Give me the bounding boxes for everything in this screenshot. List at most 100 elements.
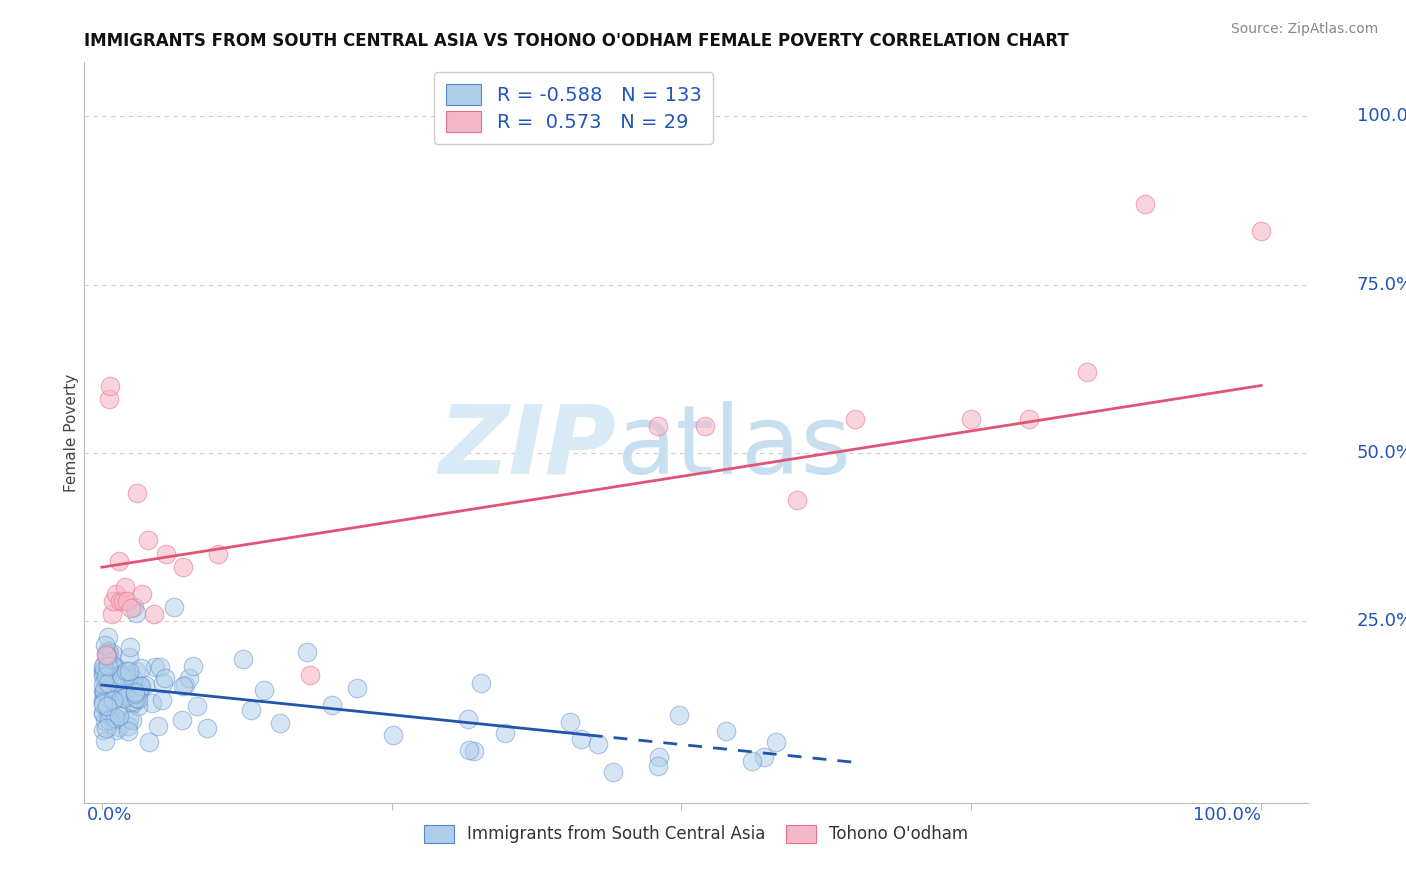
Point — [163, 600, 186, 615]
Text: 100.0%: 100.0% — [1194, 806, 1261, 824]
Point — [93, 684, 115, 698]
Point — [177, 671, 200, 685]
Point — [463, 744, 485, 758]
Point — [97, 707, 120, 722]
Point — [155, 547, 177, 561]
Text: 25.0%: 25.0% — [1357, 612, 1406, 630]
Legend: Immigrants from South Central Asia, Tohono O'odham: Immigrants from South Central Asia, Toho… — [418, 818, 974, 850]
Point — [586, 737, 609, 751]
Point — [560, 715, 582, 730]
Point — [108, 720, 131, 734]
Point — [128, 684, 150, 698]
Point — [115, 689, 138, 703]
Point — [97, 644, 120, 658]
Point — [91, 669, 114, 683]
Point — [1018, 412, 1040, 426]
Point — [120, 600, 142, 615]
Point — [112, 690, 135, 705]
Point — [299, 668, 322, 682]
Point — [105, 690, 128, 705]
Point — [125, 691, 148, 706]
Point — [129, 679, 152, 693]
Point — [134, 678, 156, 692]
Point — [172, 714, 194, 728]
Point — [94, 646, 117, 660]
Point — [153, 671, 176, 685]
Text: Source: ZipAtlas.com: Source: ZipAtlas.com — [1230, 22, 1378, 37]
Point — [97, 392, 120, 406]
Point — [97, 658, 120, 673]
Point — [91, 706, 114, 720]
Point — [122, 694, 145, 708]
Point — [96, 630, 118, 644]
Point — [105, 677, 128, 691]
Point — [141, 696, 163, 710]
Point — [1135, 196, 1157, 211]
Point — [122, 599, 145, 614]
Point — [108, 668, 131, 682]
Point — [104, 711, 127, 725]
Point — [125, 486, 148, 500]
Text: 100.0%: 100.0% — [1357, 107, 1406, 125]
Point — [569, 731, 592, 746]
Point — [648, 750, 671, 764]
Point — [96, 648, 118, 662]
Point — [181, 658, 204, 673]
Point — [100, 678, 122, 692]
Point — [121, 673, 143, 687]
Point — [91, 676, 114, 690]
Point — [458, 742, 481, 756]
Point — [104, 587, 127, 601]
Point — [186, 698, 208, 713]
Point — [321, 698, 343, 712]
Text: 0.0%: 0.0% — [87, 806, 132, 824]
Point — [172, 679, 194, 693]
Point — [108, 709, 131, 723]
Point — [118, 671, 141, 685]
Point — [110, 690, 132, 704]
Point — [118, 640, 141, 654]
Point — [129, 660, 152, 674]
Point — [240, 703, 263, 717]
Point — [100, 679, 122, 693]
Point — [91, 683, 114, 698]
Point — [115, 665, 138, 679]
Point — [94, 638, 117, 652]
Point — [1250, 224, 1272, 238]
Point — [295, 645, 318, 659]
Point — [131, 587, 153, 601]
Point — [93, 663, 115, 677]
Point — [112, 676, 135, 690]
Point — [91, 658, 114, 673]
Point — [98, 713, 121, 727]
Point — [110, 673, 132, 687]
Point — [136, 533, 159, 548]
Point — [668, 708, 690, 723]
Point — [470, 675, 492, 690]
Point — [117, 719, 139, 733]
Point — [103, 683, 125, 698]
Point — [121, 714, 143, 728]
Point — [647, 418, 669, 433]
Point — [93, 714, 115, 728]
Point — [103, 673, 125, 688]
Text: ZIP: ZIP — [439, 401, 616, 494]
Point — [111, 669, 134, 683]
Point — [127, 698, 149, 713]
Point — [117, 712, 139, 726]
Point — [118, 649, 141, 664]
Point — [150, 692, 173, 706]
Point — [124, 685, 146, 699]
Point — [110, 594, 132, 608]
Point — [121, 696, 143, 710]
Point — [91, 692, 114, 706]
Text: IMMIGRANTS FROM SOUTH CENTRAL ASIA VS TOHONO O'ODHAM FEMALE POVERTY CORRELATION : IMMIGRANTS FROM SOUTH CENTRAL ASIA VS TO… — [84, 32, 1069, 50]
Point — [107, 713, 129, 727]
Point — [104, 658, 127, 673]
Point — [844, 412, 866, 426]
Point — [125, 665, 148, 679]
Point — [111, 594, 134, 608]
Point — [114, 686, 136, 700]
Point — [381, 728, 404, 742]
Text: 50.0%: 50.0% — [1357, 444, 1406, 462]
